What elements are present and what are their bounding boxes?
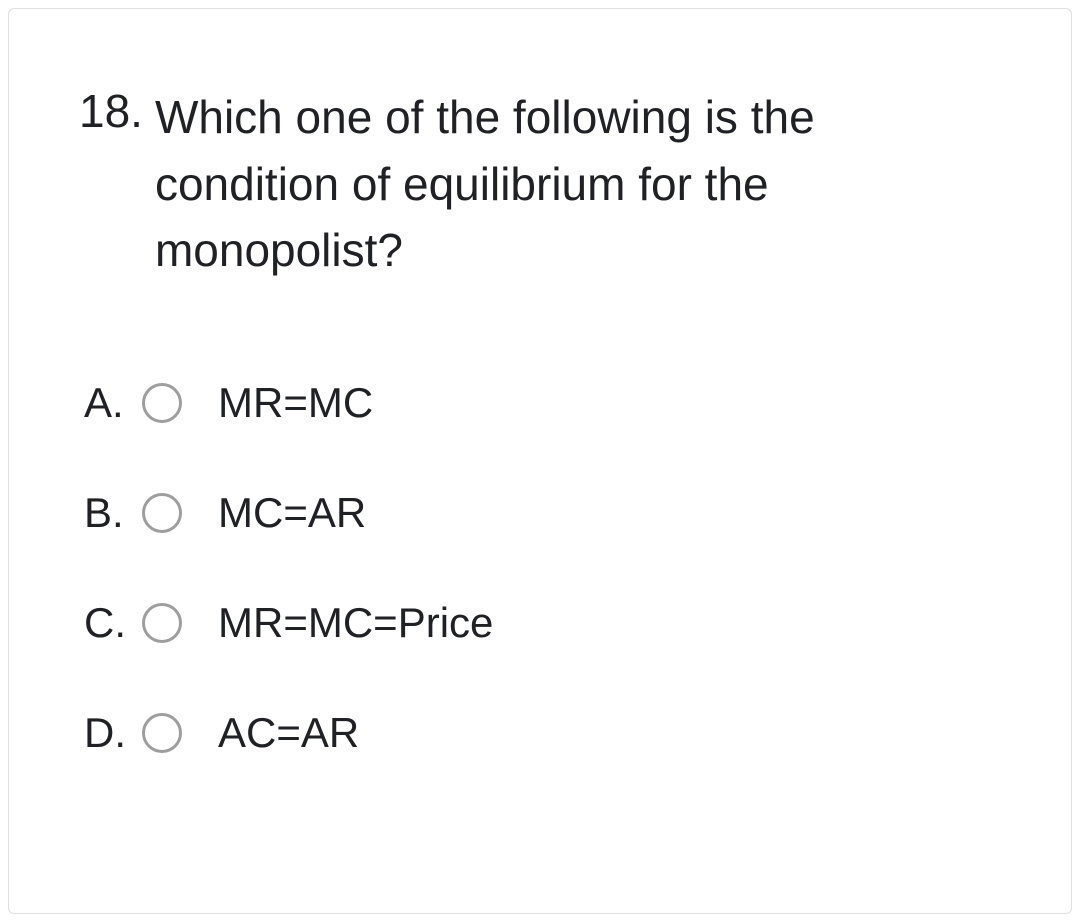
option-text: MR=MC	[218, 379, 373, 427]
radio-icon[interactable]	[142, 713, 182, 753]
radio-icon[interactable]	[142, 493, 182, 533]
radio-icon[interactable]	[142, 603, 182, 643]
option-b[interactable]: B. MC=AR	[84, 489, 1001, 537]
option-text: AC=AR	[218, 709, 359, 757]
option-text: MR=MC=Price	[218, 599, 493, 647]
option-letter: D.	[84, 709, 142, 757]
option-text: MC=AR	[218, 489, 366, 537]
option-c[interactable]: C. MR=MC=Price	[84, 599, 1001, 647]
options-list: A. MR=MC B. MC=AR C. MR=MC=Price D. AC=A…	[79, 379, 1001, 757]
option-letter: A.	[84, 379, 142, 427]
option-a[interactable]: A. MR=MC	[84, 379, 1001, 427]
option-letter: C.	[84, 599, 142, 647]
question-number: 18.	[79, 84, 143, 138]
option-letter: B.	[84, 489, 142, 537]
question-header: 18. Which one of the following is the co…	[79, 84, 1001, 284]
question-text: Which one of the following is the condit…	[155, 84, 1001, 284]
question-card: 18. Which one of the following is the co…	[8, 8, 1072, 914]
radio-icon[interactable]	[142, 383, 182, 423]
option-d[interactable]: D. AC=AR	[84, 709, 1001, 757]
